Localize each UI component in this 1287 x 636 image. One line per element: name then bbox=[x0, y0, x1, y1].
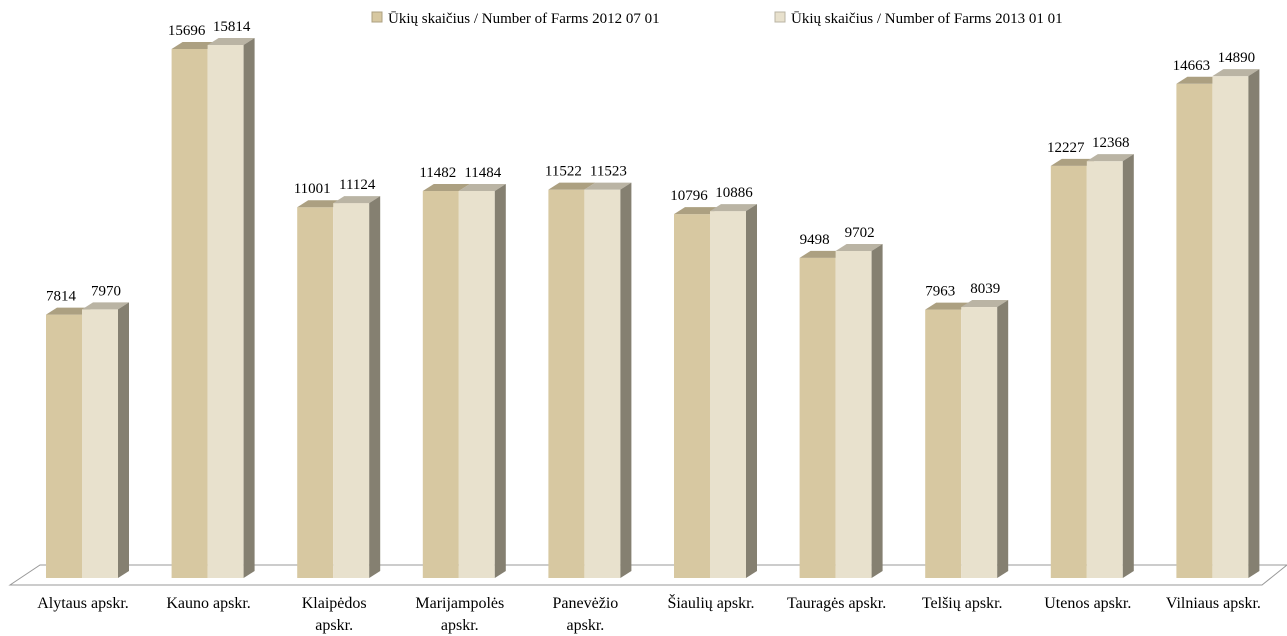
data-label: 11523 bbox=[590, 164, 627, 180]
bar bbox=[835, 251, 872, 578]
bar-side bbox=[1248, 69, 1260, 578]
data-label: 8039 bbox=[970, 281, 1000, 297]
data-label: 11001 bbox=[294, 181, 331, 197]
bar bbox=[584, 189, 621, 579]
data-label: 9498 bbox=[800, 232, 830, 248]
bar bbox=[1050, 165, 1087, 578]
bar bbox=[1176, 83, 1213, 578]
bar bbox=[333, 203, 370, 578]
data-label: 12368 bbox=[1092, 135, 1130, 151]
data-label: 7970 bbox=[91, 283, 121, 299]
bar bbox=[710, 211, 746, 578]
bar-top bbox=[548, 182, 596, 190]
bar-top bbox=[333, 196, 381, 204]
bar-side bbox=[494, 183, 506, 578]
bar bbox=[961, 307, 998, 578]
bar bbox=[925, 309, 962, 578]
data-label: 12227 bbox=[1047, 140, 1085, 156]
bar-top bbox=[207, 38, 255, 45]
data-label: 11522 bbox=[545, 164, 582, 180]
x-tick-label: Kauno apskr. bbox=[166, 595, 251, 612]
bar-top bbox=[961, 300, 1009, 308]
bar-side bbox=[369, 196, 381, 578]
bar-side bbox=[997, 300, 1009, 578]
bar bbox=[674, 214, 710, 578]
data-label: 9702 bbox=[845, 225, 875, 241]
bar bbox=[799, 257, 836, 578]
bar-top bbox=[1212, 69, 1260, 77]
bar-top bbox=[1176, 76, 1224, 84]
x-tick-label: Vilniaus apskr. bbox=[1165, 595, 1261, 612]
bar bbox=[46, 314, 82, 578]
bar bbox=[1212, 76, 1249, 578]
bar-top bbox=[799, 250, 847, 258]
legend-swatch bbox=[371, 11, 383, 23]
bar-top bbox=[835, 244, 883, 252]
data-label: 15814 bbox=[213, 19, 251, 35]
bar bbox=[207, 45, 244, 578]
bar-top bbox=[1050, 158, 1098, 166]
bar bbox=[458, 190, 495, 578]
data-label: 10886 bbox=[715, 185, 753, 201]
bar-top bbox=[584, 182, 632, 190]
x-tick-label: Šiaulių apskr. bbox=[667, 595, 755, 612]
bar-side bbox=[620, 182, 632, 579]
bar-top bbox=[925, 302, 973, 310]
bar bbox=[1086, 161, 1123, 578]
x-tick-label: Tauragės apskr. bbox=[786, 595, 887, 612]
bar-top bbox=[674, 207, 721, 215]
bar bbox=[297, 207, 334, 578]
bar-side bbox=[746, 204, 757, 578]
data-label: 10796 bbox=[670, 188, 708, 204]
legend-swatch bbox=[774, 11, 786, 23]
x-tick-label: Alytaus apskr. bbox=[37, 595, 129, 612]
bar-top bbox=[458, 183, 506, 191]
data-label: 11124 bbox=[339, 177, 376, 193]
bar-top bbox=[46, 307, 93, 315]
bar-top bbox=[297, 200, 345, 208]
bar-top bbox=[422, 184, 470, 192]
data-label: 7963 bbox=[925, 284, 955, 300]
data-label: 11484 bbox=[464, 165, 501, 181]
bar-top bbox=[710, 204, 757, 212]
data-label: 14663 bbox=[1173, 58, 1211, 74]
data-label: 14890 bbox=[1218, 50, 1256, 66]
bar-side bbox=[118, 302, 129, 578]
x-tick-label: Telšių apskr. bbox=[921, 595, 1003, 612]
data-label: 7814 bbox=[46, 289, 77, 305]
bar-side bbox=[1122, 154, 1134, 578]
bar bbox=[548, 189, 585, 578]
data-label: 15696 bbox=[168, 23, 206, 39]
x-tick-label: Klaipėdos apskr. bbox=[301, 595, 367, 634]
bar-side bbox=[243, 38, 255, 578]
data-label: 11482 bbox=[419, 165, 456, 181]
x-tick-label: Panevėžio apskr. bbox=[552, 595, 619, 634]
x-tick-label: Marijampolės apskr. bbox=[415, 595, 505, 634]
bar bbox=[82, 309, 118, 578]
legend-label: Ūkių skaičius / Number of Farms 2012 07 … bbox=[388, 11, 660, 27]
bar-top bbox=[171, 41, 219, 49]
bar bbox=[422, 191, 459, 578]
bar-side bbox=[871, 244, 883, 578]
bar bbox=[171, 48, 208, 578]
legend-label: Ūkių skaičius / Number of Farms 2013 01 … bbox=[791, 11, 1063, 27]
x-tick-label: Utenos apskr. bbox=[1044, 595, 1132, 612]
bar-top bbox=[1086, 154, 1134, 162]
bar-top bbox=[82, 302, 129, 310]
